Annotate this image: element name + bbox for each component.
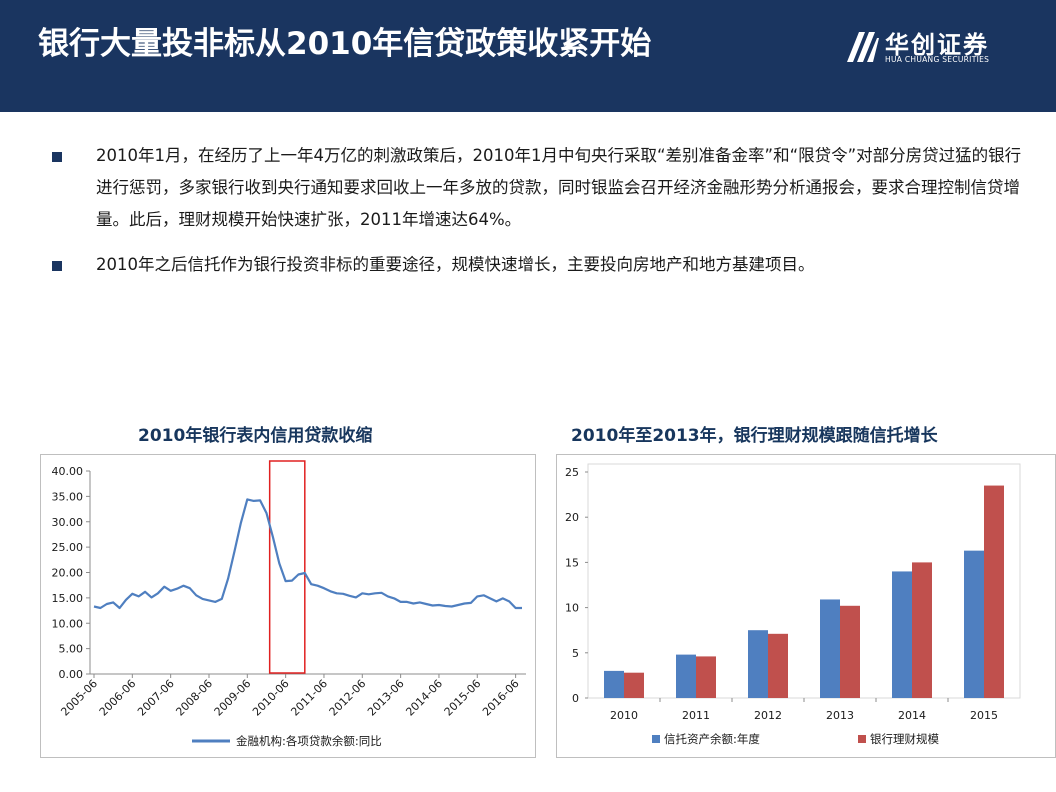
logo-mark-icon bbox=[847, 32, 879, 62]
y-tick-label: 0 bbox=[572, 692, 579, 705]
page-title: 银行大量投非标从2010年信贷政策收紧开始 bbox=[38, 26, 652, 62]
legend-swatch-blue bbox=[652, 735, 660, 743]
legend-swatch-red bbox=[858, 735, 866, 743]
y-tick-label: 35.00 bbox=[52, 490, 84, 503]
bar-trust-assets bbox=[964, 550, 984, 698]
bar-chart-title: 2010年至2013年，银行理财规模跟随信托增长 bbox=[571, 426, 938, 446]
legend-label: 金融机构:各项贷款余额:同比 bbox=[236, 734, 382, 748]
y-tick-label: 0.00 bbox=[59, 668, 84, 681]
bar-bank-wealth bbox=[768, 633, 788, 698]
legend-label-wealth: 银行理财规模 bbox=[870, 732, 939, 746]
y-tick-label: 25 bbox=[565, 466, 579, 479]
company-logo: 华创证券 HUA CHUANG SECURITIES bbox=[845, 26, 1020, 66]
bar-bank-wealth bbox=[696, 656, 716, 698]
bar-trust-assets bbox=[676, 654, 696, 698]
bullet-text: 2010年1月，在经历了上一年4万亿的刺激政策后，2010年1月中旬央行采取“差… bbox=[96, 146, 1022, 229]
bar-trust-assets bbox=[892, 571, 912, 698]
x-tick-label: 2013 bbox=[826, 709, 854, 722]
x-tick-label: 2011 bbox=[682, 709, 710, 722]
bullet-list: 2010年1月，在经历了上一年4万亿的刺激政策后，2010年1月中旬央行采取“差… bbox=[50, 140, 1030, 294]
bar-chart: 0 5 10 15 20 25 2010 2011 2012 2013 2014 2015 信托资产… bbox=[556, 454, 1056, 758]
y-tick-label: 5.00 bbox=[59, 643, 84, 656]
x-tick-label: 2014 bbox=[898, 709, 926, 722]
y-tick-label: 30.00 bbox=[52, 516, 84, 529]
bar-bank-wealth bbox=[984, 485, 1004, 698]
x-tick-label: 2010 bbox=[610, 709, 638, 722]
y-tick-label: 25.00 bbox=[52, 541, 84, 554]
legend-label-trust: 信托资产余额:年度 bbox=[664, 732, 760, 746]
highlight-box bbox=[268, 460, 306, 674]
bar-bank-wealth bbox=[840, 605, 860, 698]
bullet-item: 2010年之后信托作为银行投资非标的重要途径，规模快速增长，主要投向房地产和地方… bbox=[50, 249, 1030, 281]
bullet-text: 2010年之后信托作为银行投资非标的重要途径，规模快速增长，主要投向房地产和地方… bbox=[96, 255, 815, 274]
y-tick-label: 40.00 bbox=[52, 465, 84, 478]
y-tick-label: 15.00 bbox=[52, 592, 84, 605]
line-chart: 0.00 5.00 10.00 15.00 20.00 25.00 30.00 35.00 40… bbox=[40, 454, 536, 758]
line-chart-title: 2010年银行表内信用贷款收缩 bbox=[138, 426, 373, 446]
bar-bank-wealth bbox=[912, 562, 932, 698]
bar-trust-assets bbox=[820, 599, 840, 698]
logo-subtext: HUA CHUANG SECURITIES bbox=[885, 55, 990, 64]
bullet-square-icon bbox=[52, 152, 62, 162]
header-bar: 银行大量投非标从2010年信贷政策收紧开始 华创证券 HUA CHUANG SE… bbox=[0, 0, 1056, 112]
y-tick-label: 20.00 bbox=[52, 567, 84, 580]
y-tick-label: 15 bbox=[565, 556, 579, 569]
y-tick-label: 10 bbox=[565, 602, 579, 615]
x-tick-label: 2012 bbox=[754, 709, 782, 722]
bar-trust-assets bbox=[604, 670, 624, 698]
line-chart-frame bbox=[40, 454, 536, 758]
y-tick-label: 20 bbox=[565, 511, 579, 524]
y-tick-label: 5 bbox=[572, 647, 579, 660]
series-line bbox=[93, 498, 522, 610]
y-tick-label: 10.00 bbox=[52, 617, 84, 630]
bar-trust-assets bbox=[748, 630, 768, 698]
bullet-square-icon bbox=[52, 261, 62, 271]
bar-bank-wealth bbox=[624, 672, 644, 698]
logo-text: 华创证券 bbox=[885, 31, 989, 59]
x-tick-label: 2015 bbox=[970, 709, 998, 722]
bullet-item: 2010年1月，在经历了上一年4万亿的刺激政策后，2010年1月中旬央行采取“差… bbox=[50, 140, 1030, 236]
